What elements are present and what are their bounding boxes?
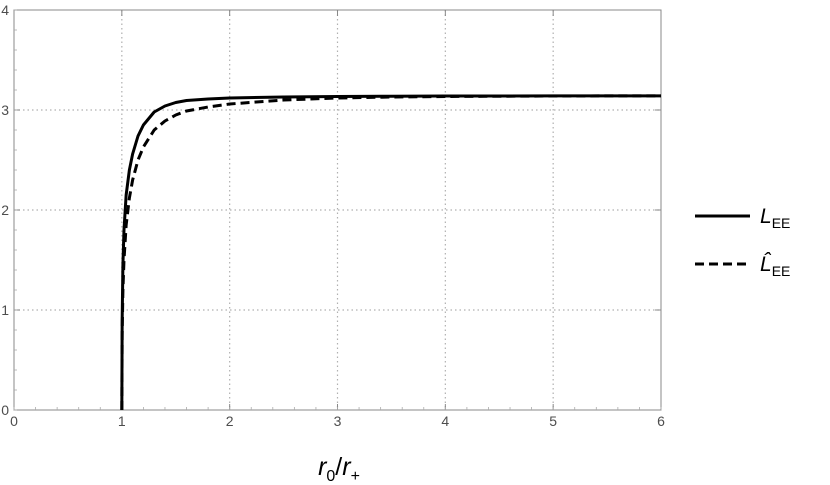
legend-label-lhat-ee: L̂EE	[760, 253, 790, 279]
x-tick-label-2: 2	[226, 413, 234, 429]
x-tick-label-3: 3	[334, 413, 342, 429]
legend-label-lee: LEE	[760, 205, 790, 231]
y-tick-label-4: 4	[1, 2, 9, 18]
axis-ticks: 0 1 2 3 4 5 6 0 1 2 3 4	[1, 2, 665, 429]
x-tick-label-0: 0	[10, 413, 18, 429]
y-tick-label-2: 2	[1, 202, 9, 218]
series-line-1	[120, 94, 662, 411]
legend: LEE L̂EE	[695, 205, 790, 279]
x-tick-label-6: 6	[657, 413, 665, 429]
y-tick-label-0: 0	[1, 402, 9, 418]
series-lines	[120, 94, 662, 411]
x-tick-label-4: 4	[441, 413, 449, 429]
series-line-0	[120, 94, 662, 411]
grid	[14, 10, 661, 410]
x-tick-label-1: 1	[118, 413, 126, 429]
x-axis-title: r0/r+	[318, 453, 360, 485]
y-tick-label-3: 3	[1, 102, 9, 118]
x-tick-label-5: 5	[549, 413, 557, 429]
y-tick-label-1: 1	[1, 302, 9, 318]
